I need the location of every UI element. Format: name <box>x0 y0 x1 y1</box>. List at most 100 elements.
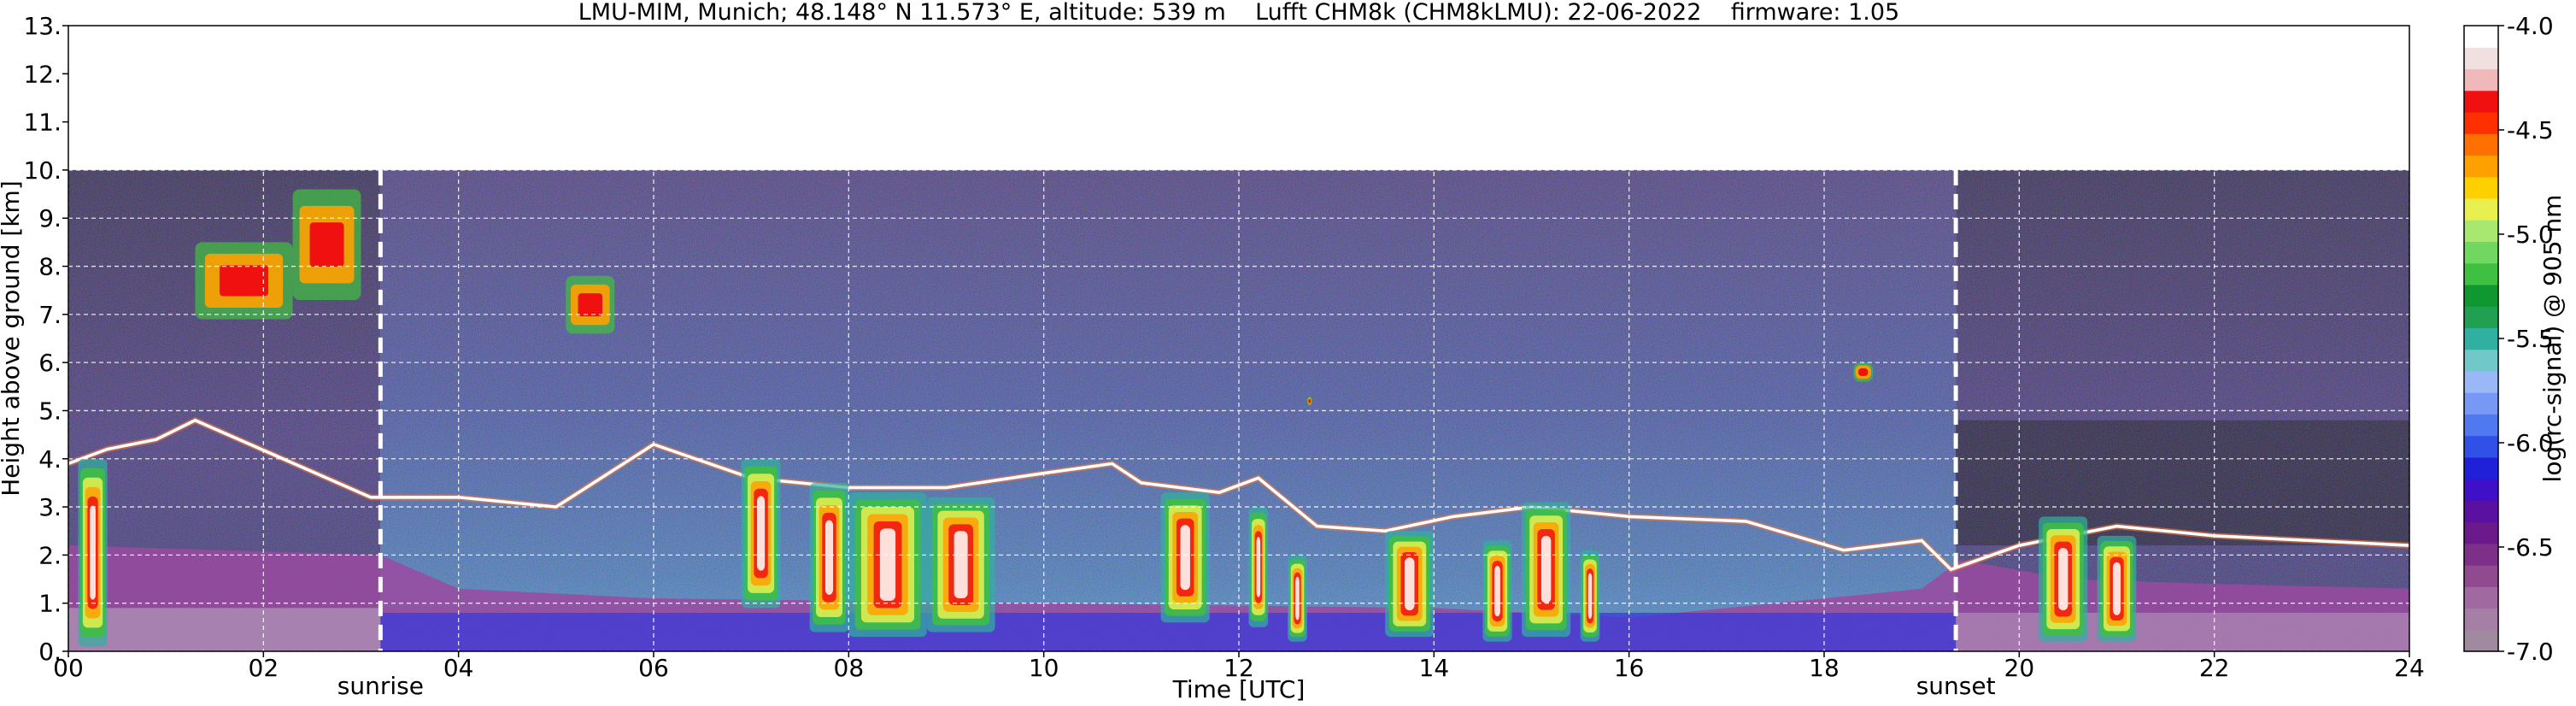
y-axis-ticks: 0. 1. 2. 3. 4. 5. 6. 7. 8. 9. 10. 11. 12. 13. <box>23 12 68 666</box>
plume-13 <box>2097 535 2137 642</box>
y-tick-label-10: 10. <box>23 156 62 185</box>
colorbar-segment-9 <box>2464 435 2498 458</box>
grid-lines <box>68 26 2409 651</box>
colorbar-tick-label-3: -5.5 <box>2507 325 2554 353</box>
colorbar-segment-27 <box>2464 47 2498 70</box>
colorbar-segment-6 <box>2464 500 2498 523</box>
colorbar-segment-17 <box>2464 262 2498 285</box>
x-tick-label-4: 08 <box>834 654 865 682</box>
colorbar-tick-label-0: -4.0 <box>2507 12 2554 40</box>
cloud-1-core <box>309 222 344 268</box>
surface-layer-evening <box>1956 612 2409 651</box>
cloud-1 <box>292 189 361 300</box>
y-tick-label-6: 6. <box>38 349 62 377</box>
boundary-layer-top <box>68 418 2409 572</box>
plume-0 <box>78 458 108 647</box>
colorbar-label: log(rc-signal) @ 905 nm <box>2538 195 2567 483</box>
plume-12 <box>2039 516 2088 642</box>
colorbar-segment-13 <box>2464 349 2498 372</box>
cloud-0 <box>195 242 293 320</box>
colorbar-segment-15 <box>2464 306 2498 328</box>
plume-6-band-5 <box>1256 537 1261 597</box>
colorbar-tick-label-2: -5.0 <box>2507 221 2554 249</box>
y-tick-label-4: 4. <box>38 445 62 474</box>
cloud-0-core <box>219 265 269 297</box>
colorbar-segment-11 <box>2464 392 2498 415</box>
colorbar-segment-26 <box>2464 68 2498 91</box>
colorbar-segment-2 <box>2464 586 2498 609</box>
chart-title: LMU-MIM, Munich; 48.148° N 11.573° E, al… <box>578 0 1899 26</box>
plume-1-band-5 <box>757 496 766 571</box>
colorbar-segment-19 <box>2464 220 2498 243</box>
y-tick-label-7: 7. <box>38 301 62 329</box>
colorbar-segment-10 <box>2464 414 2498 437</box>
cloud-3 <box>1306 396 1312 406</box>
plume-8 <box>1385 531 1435 638</box>
plume-6 <box>1248 507 1269 627</box>
colorbar-segment-7 <box>2464 479 2498 501</box>
y-tick-label-11: 11. <box>23 109 62 137</box>
plume-2 <box>809 482 849 632</box>
y-tick-label-0: 0. <box>38 638 62 666</box>
plume-0-band-5 <box>90 505 96 600</box>
plume-13-band-5 <box>2112 562 2121 615</box>
x-tick-label-5: 10 <box>1029 654 1059 682</box>
plume-9 <box>1482 540 1512 642</box>
y-tick-label-3: 3. <box>38 493 62 521</box>
cloud-4-core <box>1857 368 1869 376</box>
plume-8-band-5 <box>1405 557 1415 611</box>
x-tick-label-1: 02 <box>249 654 279 682</box>
colorbar: -4.0 -4.5 -5.0 -5.5 -6.0 -6.5 -7.0 <box>2463 12 2554 666</box>
plume-12-band-5 <box>2058 547 2068 611</box>
plume-7-band-5 <box>1295 576 1300 621</box>
colorbar-segment-16 <box>2464 284 2498 307</box>
colorbar-tick-label-1: -4.5 <box>2507 116 2554 144</box>
sunset-label: sunset <box>1916 672 1996 700</box>
y-tick-label-1: 1. <box>38 590 62 618</box>
plume-9-band-5 <box>1494 566 1500 617</box>
colorbar-segment-22 <box>2464 155 2498 178</box>
x-tick-label-10: 20 <box>2004 654 2035 682</box>
surface-layer-morning <box>68 608 381 651</box>
x-tick-label-0: 00 <box>53 654 84 682</box>
x-tick-label-7: 14 <box>1419 654 1450 682</box>
colorbar-tick-label-5: -6.5 <box>2507 533 2554 562</box>
colorbar-segment-21 <box>2464 176 2498 199</box>
plume-5-band-5 <box>1180 525 1190 591</box>
cloud-3-core <box>1308 398 1311 403</box>
plume-7 <box>1288 555 1307 642</box>
colorbar-segment-8 <box>2464 456 2498 479</box>
colorbar-segment-4 <box>2464 543 2498 566</box>
y-axis-label: Height above ground [km] <box>0 180 25 497</box>
x-axis-label: Time [UTC] <box>1172 675 1306 703</box>
colorbar-segment-25 <box>2464 90 2498 113</box>
plume-10 <box>1522 502 1571 638</box>
y-tick-label-8: 8. <box>38 253 62 281</box>
y-tick-label-2: 2. <box>38 541 62 569</box>
y-tick-label-13: 13. <box>23 12 62 40</box>
plume-11-band-5 <box>1587 573 1593 619</box>
y-tick-label-12: 12. <box>23 60 62 88</box>
x-axis-ticks: 00 02 04 06 08 10 12 14 16 18 20 22 24 <box>53 651 2425 682</box>
sunrise-label: sunrise <box>337 672 424 700</box>
x-tick-label-9: 18 <box>1809 654 1840 682</box>
x-tick-label-8: 16 <box>1614 654 1645 682</box>
x-tick-label-3: 06 <box>638 654 669 682</box>
colorbar-segment-14 <box>2464 327 2498 350</box>
sun-markers: sunrise sunset <box>337 169 1996 700</box>
x-tick-label-6: 12 <box>1223 654 1254 682</box>
x-tick-label-2: 04 <box>443 654 474 682</box>
colorbar-segment-3 <box>2464 565 2498 587</box>
colorbar-segment-28 <box>2464 26 2498 48</box>
colorbar-segment-0 <box>2464 629 2498 652</box>
y-tick-label-9: 9. <box>38 204 62 232</box>
cloud-4 <box>1853 362 1874 382</box>
plume-4-band-5 <box>954 531 968 599</box>
x-tick-label-11: 22 <box>2199 654 2230 682</box>
colorbar-segment-18 <box>2464 241 2498 264</box>
plume-11 <box>1580 550 1600 642</box>
colorbar-segment-1 <box>2464 608 2498 631</box>
x-tick-label-12: 24 <box>2394 654 2425 682</box>
colorbar-tick-label-6: -7.0 <box>2507 638 2554 666</box>
